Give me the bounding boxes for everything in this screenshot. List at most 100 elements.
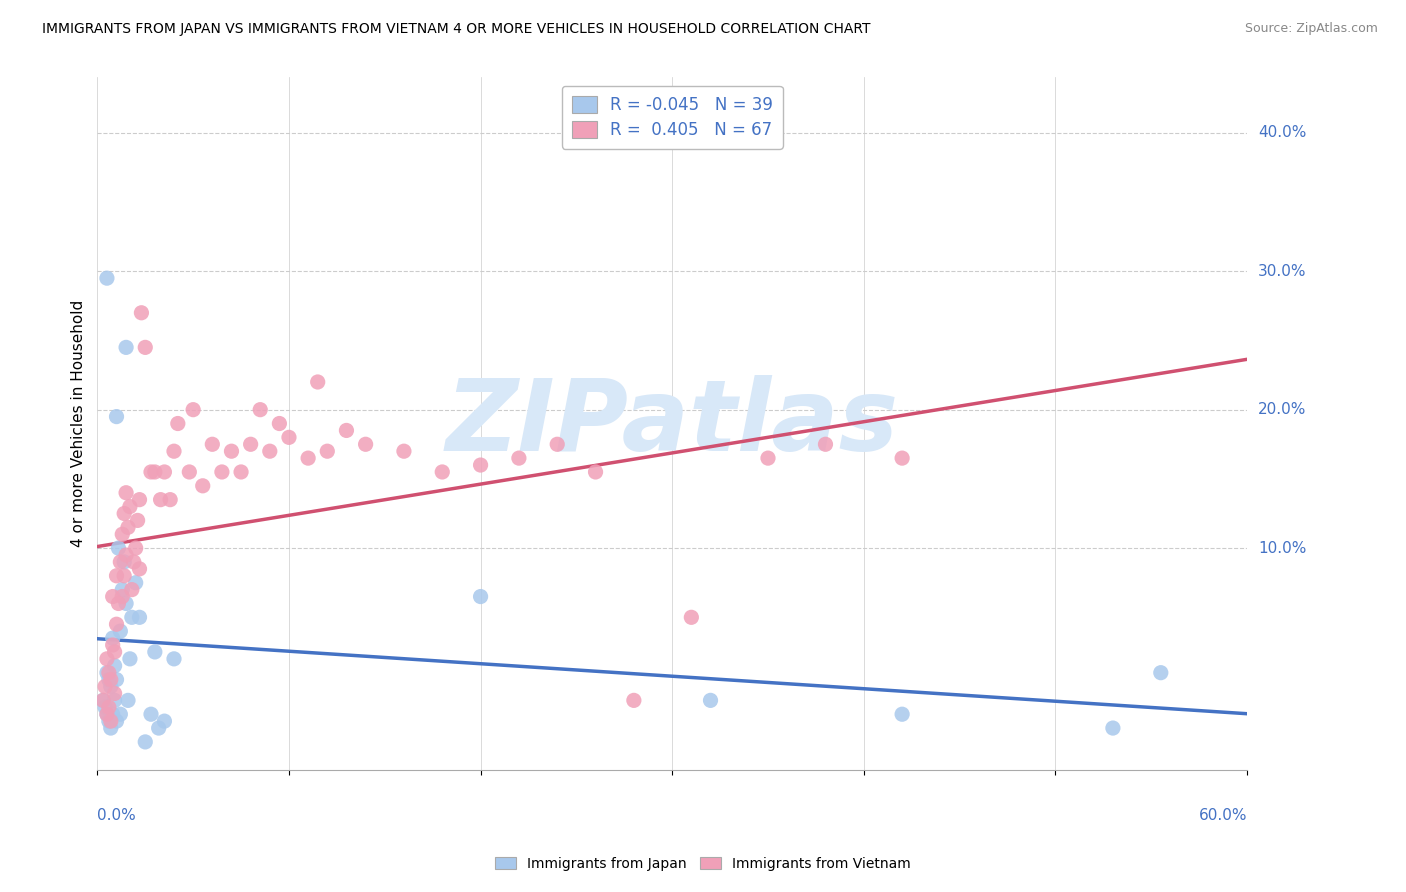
Point xyxy=(221,444,243,458)
Legend: Immigrants from Japan, Immigrants from Vietnam: Immigrants from Japan, Immigrants from V… xyxy=(489,851,917,876)
Point xyxy=(139,465,162,479)
Point xyxy=(101,590,124,604)
Point xyxy=(101,638,124,652)
Point xyxy=(269,417,291,431)
Point xyxy=(115,548,138,562)
Point xyxy=(105,673,128,687)
Point xyxy=(316,444,339,458)
Point xyxy=(91,693,114,707)
Point xyxy=(128,492,150,507)
Point xyxy=(181,402,204,417)
Point xyxy=(153,714,176,728)
Point xyxy=(97,700,120,714)
Point xyxy=(623,693,645,707)
Point xyxy=(100,714,122,728)
Point xyxy=(814,437,837,451)
Point xyxy=(124,541,146,555)
Point xyxy=(107,597,129,611)
Point xyxy=(94,700,117,714)
Point xyxy=(105,617,128,632)
Point xyxy=(112,507,135,521)
Point xyxy=(110,555,132,569)
Point xyxy=(201,437,224,451)
Point xyxy=(96,707,118,722)
Y-axis label: 4 or more Vehicles in Household: 4 or more Vehicles in Household xyxy=(72,300,86,547)
Point xyxy=(278,430,301,444)
Point xyxy=(149,492,172,507)
Point xyxy=(297,451,319,466)
Point xyxy=(117,520,139,534)
Point xyxy=(94,680,117,694)
Point xyxy=(105,569,128,583)
Point xyxy=(432,465,454,479)
Point xyxy=(111,590,134,604)
Point xyxy=(891,451,914,466)
Legend: R = -0.045   N = 39, R =  0.405   N = 67: R = -0.045 N = 39, R = 0.405 N = 67 xyxy=(561,86,783,149)
Point xyxy=(121,582,143,597)
Point xyxy=(124,575,146,590)
Point xyxy=(143,645,166,659)
Point xyxy=(699,693,721,707)
Point xyxy=(96,707,118,722)
Point xyxy=(100,673,122,687)
Point xyxy=(1102,721,1125,735)
Point xyxy=(97,665,120,680)
Point xyxy=(96,665,118,680)
Point xyxy=(392,444,415,458)
Point xyxy=(354,437,377,451)
Point xyxy=(229,465,252,479)
Point xyxy=(104,645,127,659)
Point xyxy=(118,652,141,666)
Point xyxy=(179,465,201,479)
Text: 30.0%: 30.0% xyxy=(1258,264,1306,278)
Point xyxy=(100,680,122,694)
Point xyxy=(139,707,162,722)
Point xyxy=(101,707,124,722)
Point xyxy=(134,735,156,749)
Point xyxy=(470,458,492,472)
Point xyxy=(107,541,129,555)
Point xyxy=(259,444,281,458)
Point xyxy=(110,707,132,722)
Point xyxy=(470,590,492,604)
Point xyxy=(112,569,135,583)
Point xyxy=(117,693,139,707)
Point xyxy=(166,417,188,431)
Point xyxy=(163,652,186,666)
Point xyxy=(96,652,118,666)
Text: 0.0%: 0.0% xyxy=(97,808,136,823)
Point xyxy=(131,306,153,320)
Text: ZIPatlas: ZIPatlas xyxy=(446,375,898,472)
Point xyxy=(105,409,128,424)
Point xyxy=(1150,665,1173,680)
Point xyxy=(101,631,124,645)
Point xyxy=(307,375,329,389)
Point xyxy=(104,658,127,673)
Point xyxy=(756,451,779,466)
Text: Source: ZipAtlas.com: Source: ZipAtlas.com xyxy=(1244,22,1378,36)
Point xyxy=(153,465,176,479)
Point xyxy=(546,437,568,451)
Point xyxy=(128,610,150,624)
Text: 10.0%: 10.0% xyxy=(1258,541,1306,556)
Point xyxy=(104,693,127,707)
Point xyxy=(96,271,118,285)
Point xyxy=(97,673,120,687)
Point xyxy=(134,340,156,354)
Text: 40.0%: 40.0% xyxy=(1258,125,1306,140)
Point xyxy=(100,721,122,735)
Point xyxy=(148,721,170,735)
Point xyxy=(891,707,914,722)
Point xyxy=(191,479,214,493)
Point xyxy=(111,527,134,541)
Point xyxy=(115,597,138,611)
Point xyxy=(112,555,135,569)
Text: IMMIGRANTS FROM JAPAN VS IMMIGRANTS FROM VIETNAM 4 OR MORE VEHICLES IN HOUSEHOLD: IMMIGRANTS FROM JAPAN VS IMMIGRANTS FROM… xyxy=(42,22,870,37)
Point xyxy=(105,714,128,728)
Point xyxy=(127,513,149,527)
Point xyxy=(115,340,138,354)
Point xyxy=(249,402,271,417)
Text: 60.0%: 60.0% xyxy=(1198,808,1247,823)
Point xyxy=(508,451,530,466)
Point xyxy=(128,562,150,576)
